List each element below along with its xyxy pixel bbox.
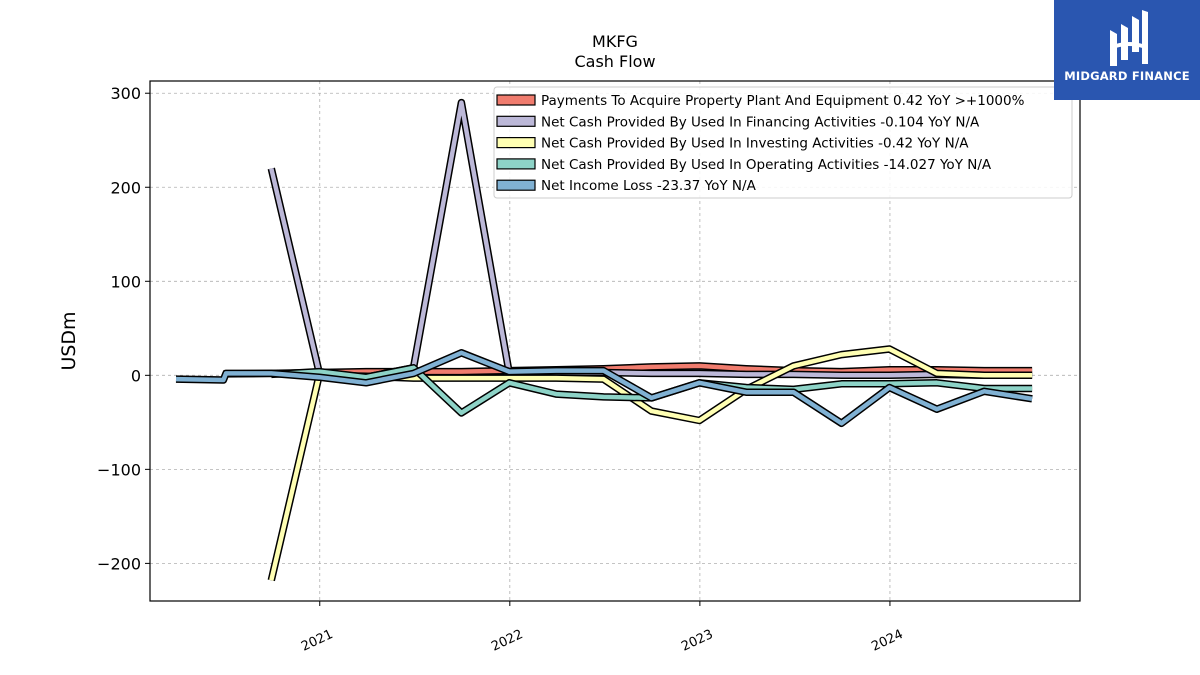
y-tick-label: −200 (97, 554, 141, 573)
legend-box (493, 86, 1073, 199)
series-area (175, 98, 1033, 582)
logo-icon (1110, 10, 1148, 66)
legend-label: Net Cash Provided By Used In Operating A… (541, 157, 992, 173)
x-tick-label: 2023 (679, 627, 715, 655)
legend-label: Net Cash Provided By Used In Financing A… (541, 114, 980, 130)
legend-label: Net Cash Provided By Used In Investing A… (541, 136, 969, 152)
legend: Payments To Acquire Property Plant And E… (493, 86, 1073, 199)
plot-frame (149, 80, 1081, 602)
series-outline-4 (175, 349, 1033, 428)
x-tick-label: 2024 (869, 627, 905, 655)
y-tick-label: 0 (131, 366, 141, 385)
y-tick-label: −100 (97, 460, 141, 479)
y-axis: 300 200 100 0 −100 −200 (97, 84, 150, 573)
y-tick-label: 200 (110, 178, 141, 197)
legend-swatch (496, 94, 536, 106)
series-line-0 (223, 363, 1033, 377)
series-line-4 (175, 350, 1033, 426)
chart-subtitle: Cash Flow (574, 52, 655, 71)
y-axis-label: USDm (58, 311, 80, 370)
x-tick-label: 2021 (299, 627, 335, 655)
legend-swatch (496, 158, 536, 170)
logo-text: MIDGARD FINANCE (1064, 69, 1190, 83)
chart-title: MKFG (592, 32, 638, 51)
legend-swatch (496, 137, 536, 149)
legend-swatch (496, 179, 536, 191)
x-axis: 2021 2022 2023 2024 (299, 601, 906, 655)
legend-swatch (496, 115, 536, 127)
x-tick-label: 2022 (489, 627, 525, 655)
legend-label: Net Income Loss -23.37 YoY N/A (541, 178, 757, 194)
y-tick-label: 100 (110, 272, 141, 291)
legend-label: Payments To Acquire Property Plant And E… (541, 93, 1025, 109)
brand-logo: MIDGARD FINANCE (1054, 0, 1200, 100)
y-tick-label: 300 (110, 84, 141, 103)
